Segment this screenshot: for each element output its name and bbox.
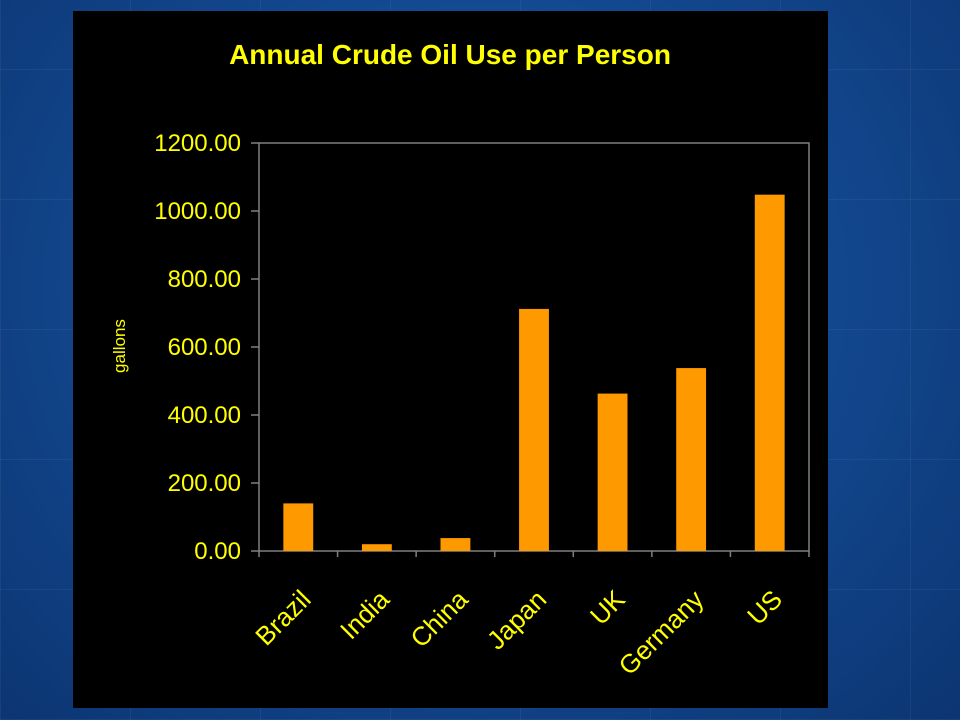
bar-us <box>754 194 785 551</box>
y-tick-label: 200.00 <box>168 470 241 497</box>
y-tick-label: 400.00 <box>168 402 241 429</box>
x-category-label: Brazil <box>249 584 316 651</box>
x-category-label: US <box>741 584 788 631</box>
bar-germany <box>676 368 707 551</box>
chart-panel: Annual Crude Oil Use per Person 0.00 200.… <box>73 11 828 708</box>
bar-japan <box>519 308 549 551</box>
y-tick-label: 600.00 <box>168 334 241 361</box>
y-tick-labels: 0.00 200.00 400.00 600.00 800.00 1000.00 1200.… <box>154 130 241 565</box>
x-category-label: Germany <box>613 584 710 681</box>
chart-title: Annual Crude Oil Use per Person <box>229 39 671 70</box>
y-tick-label: 800.00 <box>168 266 241 293</box>
y-tick-label: 1000.00 <box>154 198 241 225</box>
bar-uk <box>597 393 628 551</box>
y-axis-label: gallons <box>110 319 129 373</box>
bar-chart: Annual Crude Oil Use per Person 0.00 200.… <box>110 39 810 681</box>
x-category-label: Japan <box>481 584 552 655</box>
x-category-label: India <box>334 584 395 645</box>
bar-china <box>440 538 471 551</box>
y-tick-label: 0.00 <box>194 538 241 565</box>
x-category-label: China <box>404 584 474 654</box>
y-tick-label: 1200.00 <box>154 130 241 157</box>
bar-india <box>361 544 392 551</box>
x-category-label: UK <box>584 584 631 631</box>
chart-bars <box>283 194 785 551</box>
bar-brazil <box>283 503 314 551</box>
